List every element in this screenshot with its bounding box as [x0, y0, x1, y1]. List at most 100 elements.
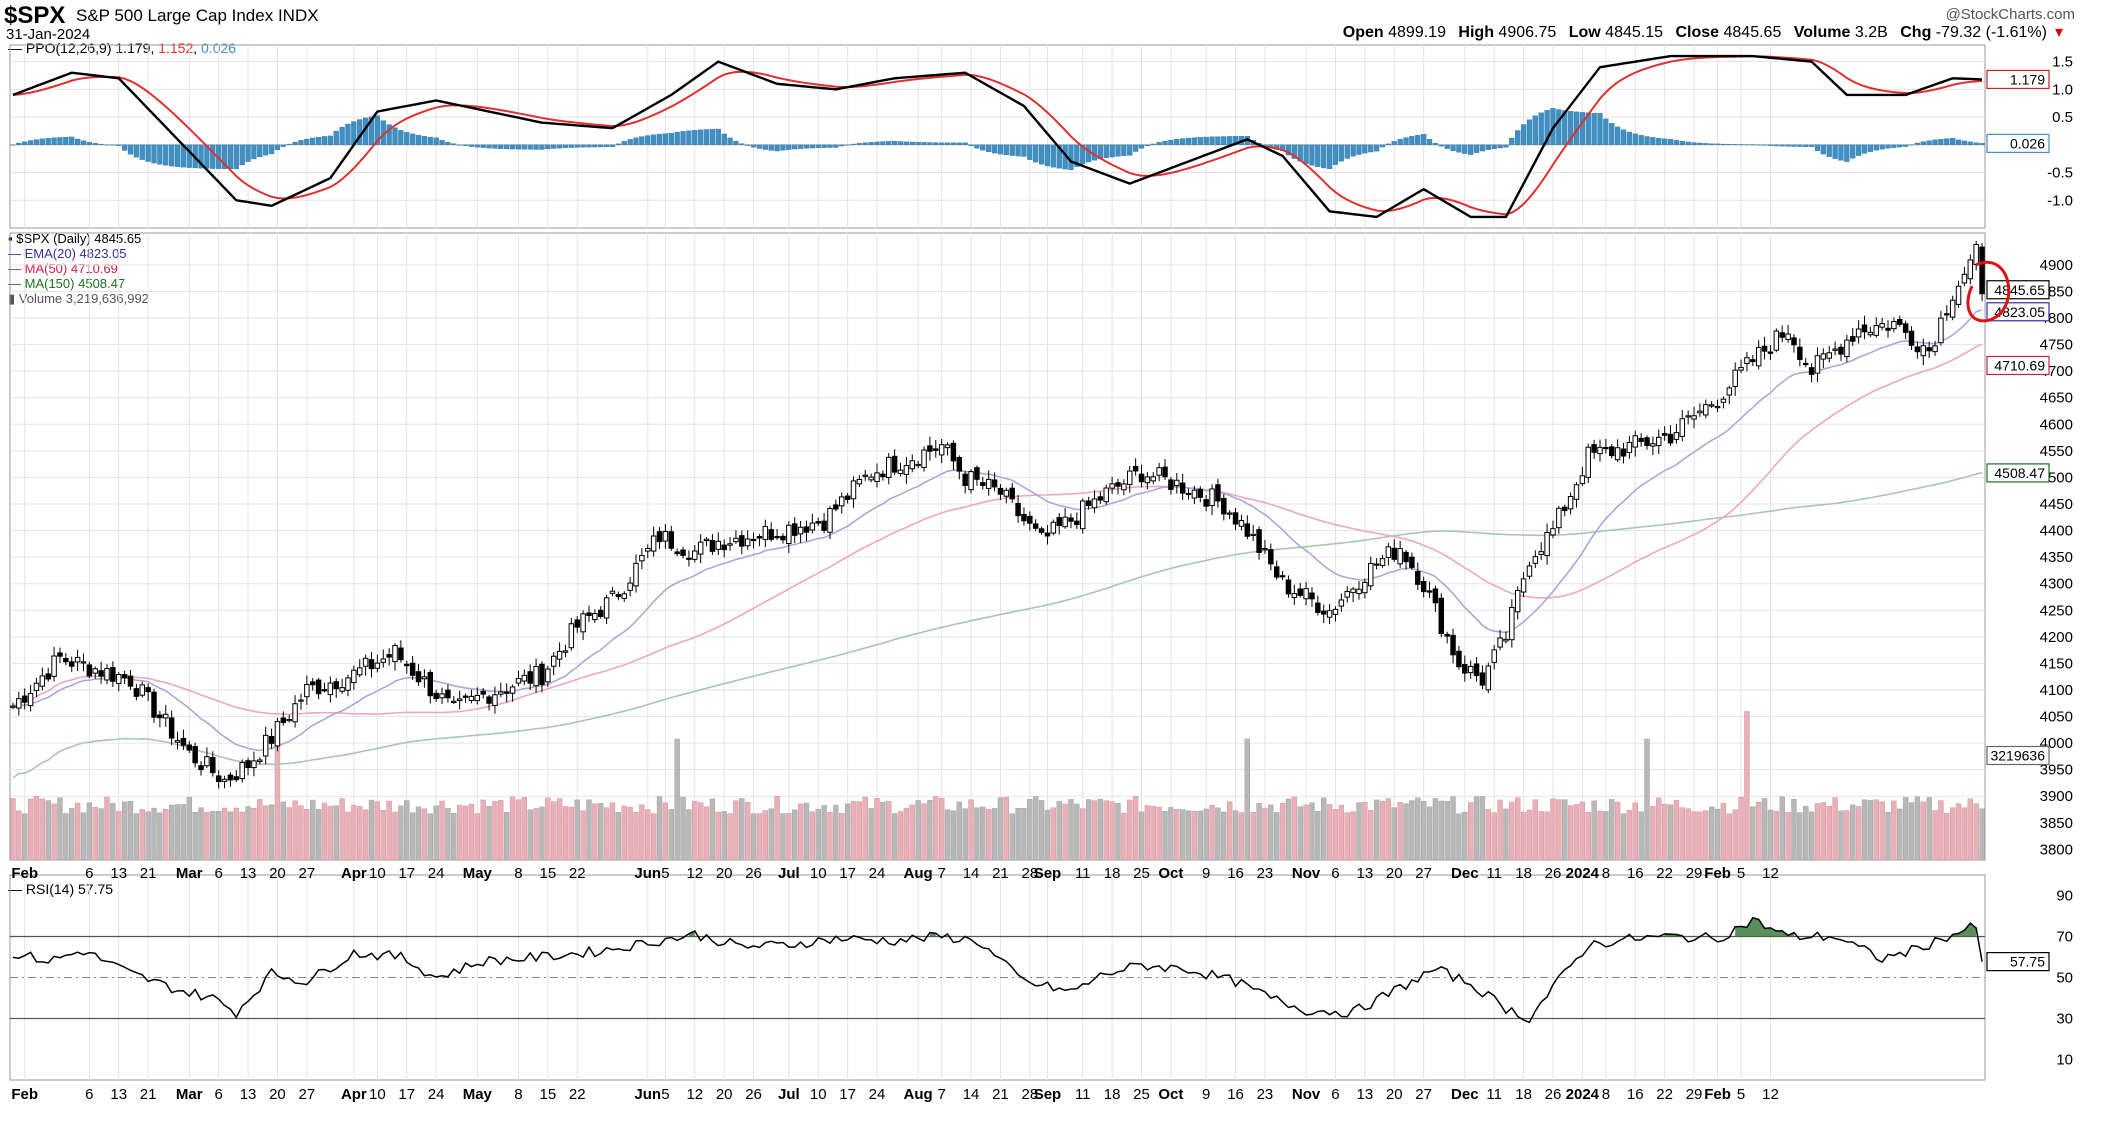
- volume-bar: [380, 810, 386, 861]
- volume-bar: [739, 798, 745, 861]
- x-tick-label: 9: [1202, 865, 1210, 882]
- candle: [880, 473, 886, 478]
- ppo-hist-bar: [551, 144, 557, 149]
- ppo-hist-bar: [80, 140, 87, 145]
- candle: [21, 695, 28, 703]
- candle: [1691, 415, 1697, 420]
- ppo-hist-bar: [1209, 136, 1215, 145]
- x-tick-label: 5: [661, 1086, 669, 1103]
- volume-bar: [627, 806, 633, 861]
- brand-watermark[interactable]: @StockCharts.com: [1945, 6, 2075, 23]
- ppo-hist-bar: [1168, 139, 1174, 145]
- ppo-hist-bar: [280, 144, 286, 147]
- price-tick-label: 4400: [2040, 523, 2073, 540]
- candle: [1179, 482, 1186, 494]
- volume-bar: [986, 809, 992, 861]
- ppo-value-tag-box: [1986, 69, 2050, 90]
- volume-bar: [1632, 802, 1638, 861]
- ma150-line: [12, 471, 1983, 779]
- candle: [515, 678, 522, 684]
- candle: [1009, 487, 1015, 500]
- volume-bar: [568, 806, 575, 861]
- candle: [909, 460, 916, 470]
- ppo-hist-bar: [815, 144, 821, 149]
- candle: [1538, 551, 1544, 555]
- volume-bar: [645, 809, 651, 861]
- ppo-hist-bar: [980, 144, 986, 151]
- candle: [168, 717, 175, 739]
- candle: [856, 478, 863, 485]
- candle: [1309, 592, 1315, 600]
- candle: [1708, 404, 1715, 407]
- volume-bar: [1456, 813, 1462, 861]
- candle: [1685, 415, 1691, 418]
- volume-bar: [433, 805, 439, 861]
- ppo-hist-bar: [1667, 139, 1674, 145]
- volume-bar: [1626, 810, 1633, 861]
- volume-bar: [768, 808, 774, 861]
- ppo-hist-bar: [939, 142, 945, 145]
- x-tick-label: 20: [716, 865, 733, 882]
- candle: [1714, 405, 1721, 409]
- candle: [392, 645, 398, 663]
- ppo-hist-bar: [1808, 144, 1815, 147]
- candle: [1679, 418, 1686, 437]
- ppo-hist-bar: [1938, 139, 1944, 145]
- candle: [1920, 345, 1927, 357]
- candle: [321, 689, 328, 692]
- candle: [1079, 500, 1086, 530]
- volume-bar: [592, 803, 598, 861]
- price-legend: ▪ $SPX (Daily) 4845.65 — EMA(20) 4823.05…: [8, 231, 149, 306]
- ppo-hist-tag: 0.026: [2010, 135, 2045, 151]
- ppo-hist-bar: [709, 129, 716, 145]
- ppo-hist-bar: [991, 144, 998, 154]
- ppo-hist-bar: [286, 143, 292, 145]
- ppo-hist-bar: [739, 143, 745, 145]
- ppo-hist-bar: [398, 130, 404, 145]
- candle: [1127, 470, 1133, 485]
- volume-bars: [10, 711, 1985, 861]
- ppo-hist-bar: [163, 144, 169, 166]
- candle: [1368, 563, 1374, 587]
- ppo-hist-bar: [1444, 144, 1450, 149]
- candle: [1115, 482, 1121, 487]
- candle: [850, 480, 857, 500]
- x-tick-label: 7: [937, 865, 945, 882]
- ppo-hist-bar: [727, 137, 733, 145]
- volume-bar: [51, 803, 57, 861]
- ppo-hist-bar: [1609, 123, 1615, 145]
- candle: [421, 676, 428, 680]
- price-tick-label: 4600: [2040, 416, 2073, 433]
- ppo-hist-bar: [1562, 110, 1568, 145]
- volume-bar: [527, 809, 533, 861]
- volume-bar: [63, 813, 69, 861]
- volume-bar: [803, 802, 810, 861]
- candle: [1961, 273, 1968, 284]
- candle: [215, 775, 222, 783]
- x-tick-label: 12: [686, 1086, 703, 1103]
- x-tick-label: 17: [839, 1086, 856, 1103]
- x-tick-label: 21: [992, 865, 1009, 882]
- candle: [286, 718, 292, 722]
- volume-bar: [1697, 811, 1703, 861]
- volume-bar: [1497, 799, 1503, 861]
- price-tick-label: 3950: [2040, 762, 2073, 779]
- down-arrow-icon: ▾: [2054, 24, 2063, 41]
- volume-bar: [204, 812, 210, 861]
- candle: [1603, 446, 1609, 450]
- ppo-hist-bar: [1785, 144, 1791, 147]
- volume-bar: [1938, 800, 1944, 861]
- x-tick-label: 23: [1257, 1086, 1274, 1103]
- price-close-tag: 4845.65: [1994, 282, 2045, 298]
- ppo-hist-bar: [1362, 144, 1368, 154]
- candle: [733, 537, 739, 543]
- x-tick-label: Jun: [634, 865, 661, 882]
- ppo-hist-bar: [439, 139, 445, 145]
- volume-bar: [709, 798, 716, 861]
- ppo-hist-bar: [133, 144, 139, 158]
- candle: [1626, 441, 1633, 453]
- rsi-tick-label: 30: [2056, 1011, 2073, 1028]
- candle: [1520, 578, 1527, 593]
- volume-bar: [1027, 799, 1033, 861]
